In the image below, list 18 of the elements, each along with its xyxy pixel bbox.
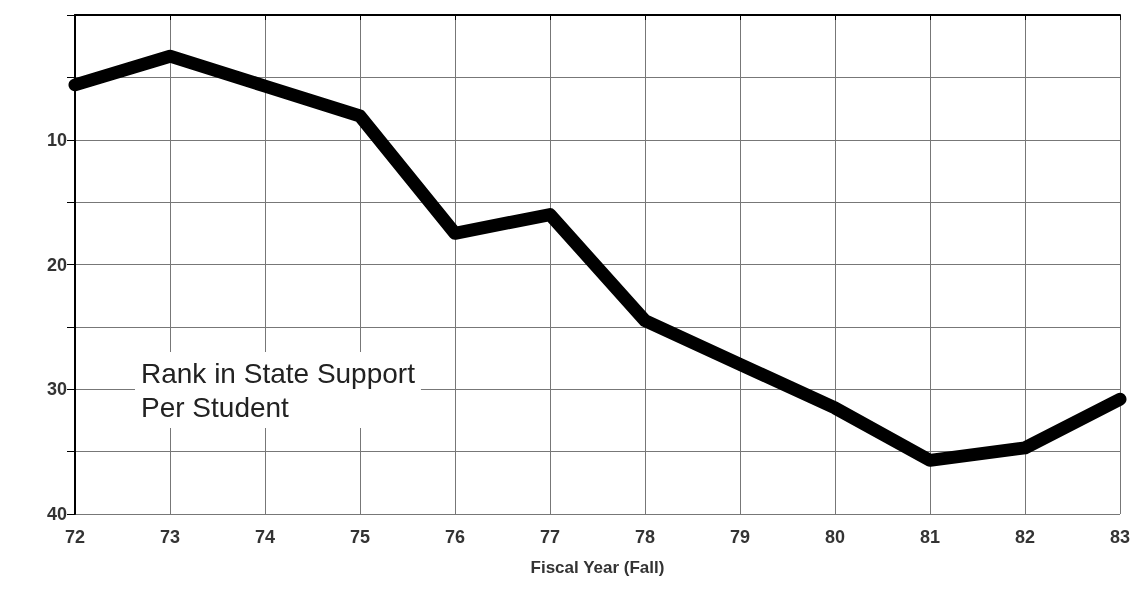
x-tick-label: 72 xyxy=(64,527,86,547)
y-tick-label: 20 xyxy=(46,254,67,275)
x-tick-label: 80 xyxy=(824,527,846,547)
x-tick-label: 83 xyxy=(1109,527,1131,547)
x-tick-label: 73 xyxy=(159,527,181,547)
y-tick-label: 30 xyxy=(46,379,67,400)
x-tick-label: 74 xyxy=(254,527,276,547)
x-tick-label: 79 xyxy=(729,527,751,547)
y-tick-label: 40 xyxy=(46,504,67,524)
x-tick-label: 81 xyxy=(919,527,941,547)
x-axis-title: Fiscal Year (Fall) xyxy=(530,558,665,577)
y-tick-label: 10 xyxy=(46,129,67,150)
x-tick-label: 77 xyxy=(539,527,561,547)
annotation: Rank in State Support Per Student xyxy=(141,357,416,423)
x-tick-label: 78 xyxy=(634,527,656,547)
x-tick-label: 82 xyxy=(1014,527,1036,547)
x-tick-label: 76 xyxy=(444,527,466,547)
x-tick-label: 75 xyxy=(349,527,371,547)
